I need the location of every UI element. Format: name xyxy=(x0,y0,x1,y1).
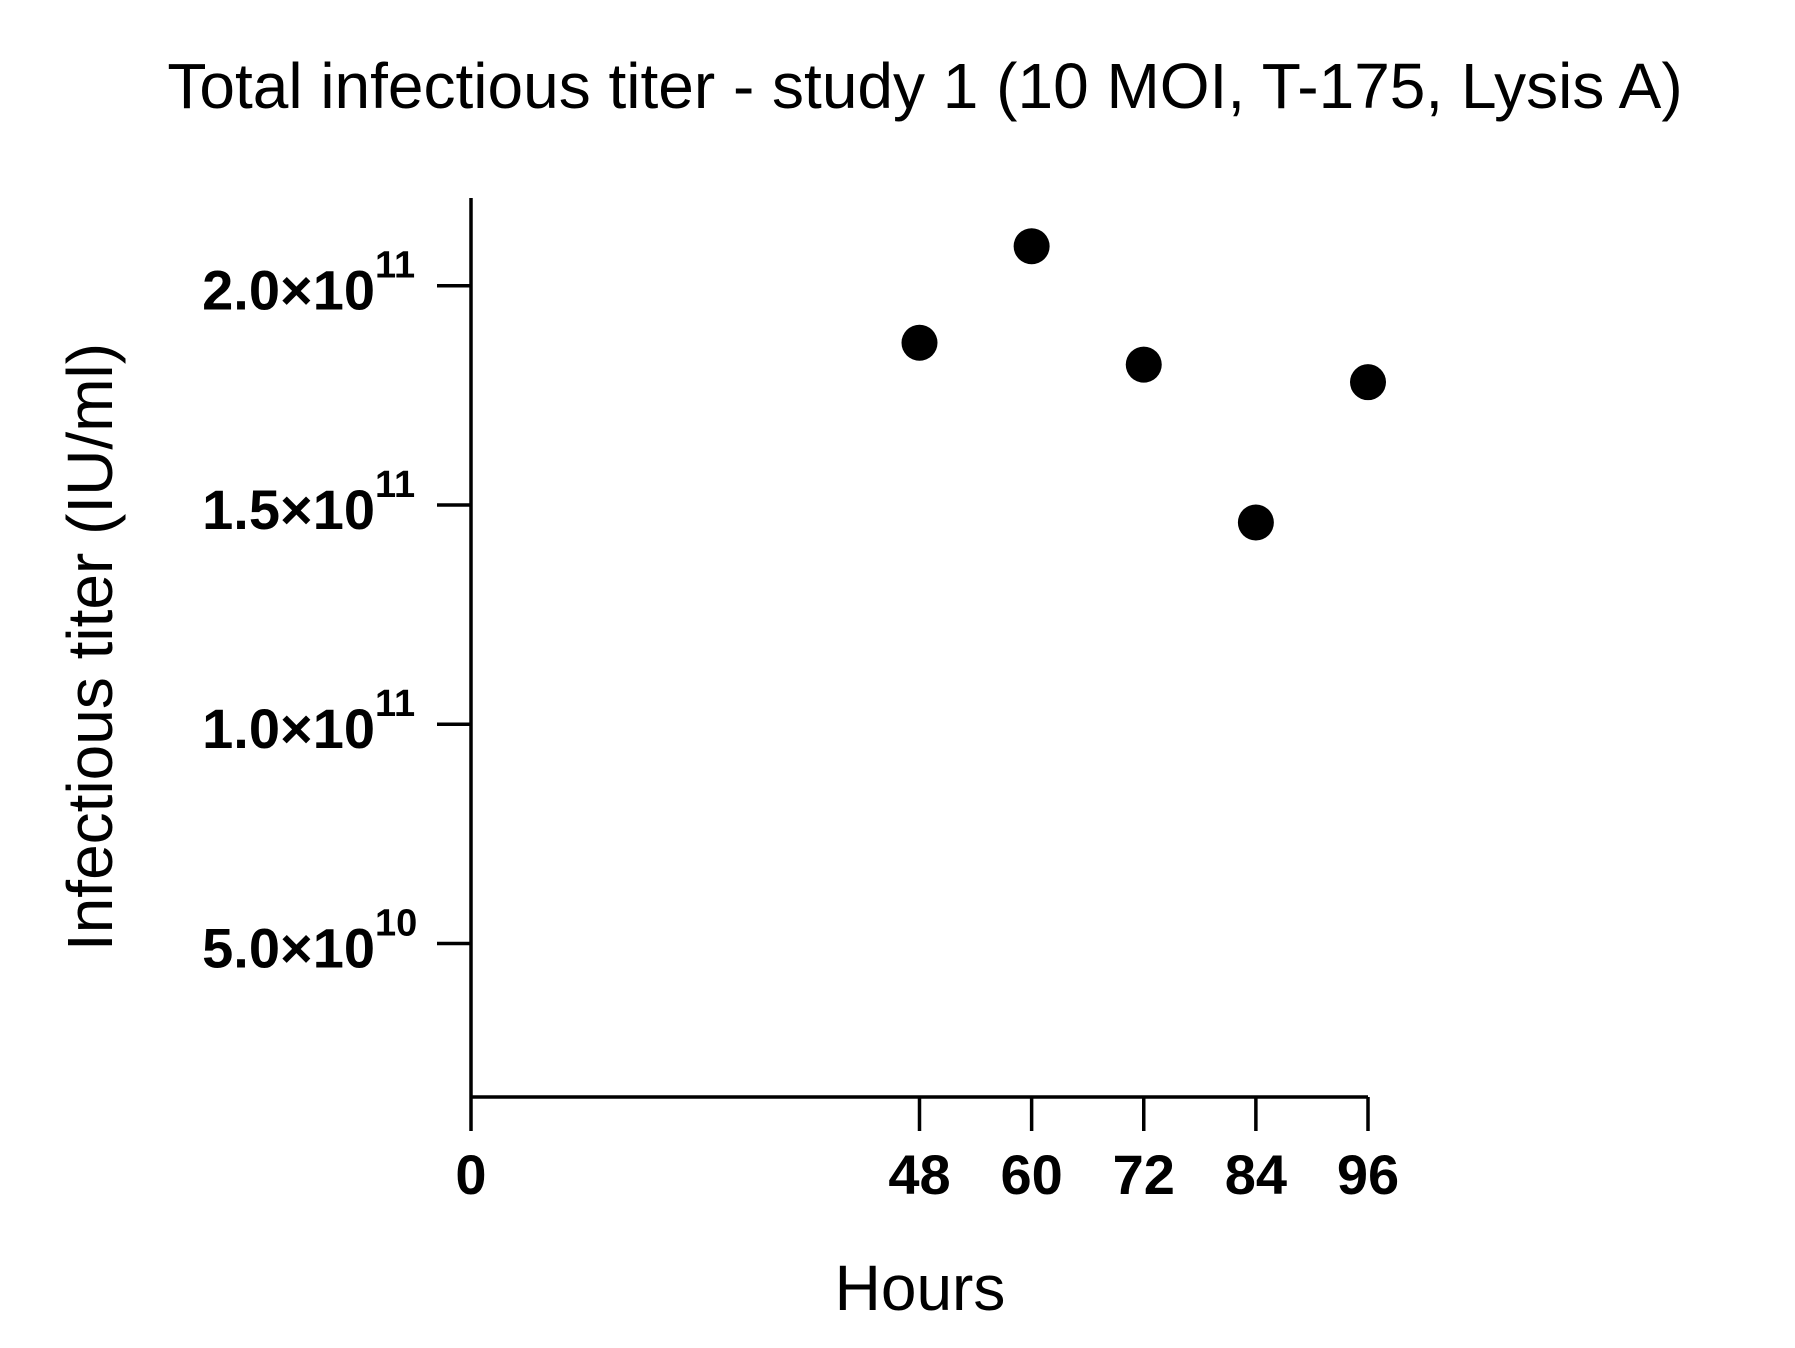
y-ticks: 5.0×10 101.0×10 111.5×10 112.0×10 11 xyxy=(202,245,471,980)
y-tick-exponent: 11 xyxy=(375,464,415,506)
data-point xyxy=(1125,346,1162,383)
x-tick-label: 84 xyxy=(1225,1143,1287,1206)
x-tick-label: 96 xyxy=(1337,1143,1399,1206)
data-point xyxy=(1350,364,1386,401)
data-point xyxy=(1013,228,1050,265)
y-tick-mantissa: 5.0×10 xyxy=(202,917,375,980)
x-tick-label: 0 xyxy=(455,1143,486,1206)
x-tick-label: 48 xyxy=(888,1143,950,1206)
y-tick-mantissa: 1.0×10 xyxy=(202,697,375,760)
data-points xyxy=(901,228,1386,541)
y-tick-label: 1.5×10 xyxy=(202,478,375,541)
x-ticks: 0 48 60 72 84 96 xyxy=(455,1097,1399,1206)
y-tick-label: 5.0×10 xyxy=(202,917,375,980)
y-tick-exponent: 10 xyxy=(375,903,417,945)
y-tick-mantissa: 2.0×10 xyxy=(202,259,375,322)
x-axis-label: Hours xyxy=(835,1252,1006,1324)
data-point xyxy=(901,324,938,361)
x-tick-label: 72 xyxy=(1113,1143,1175,1206)
y-tick-label: 1.0×10 xyxy=(202,697,375,760)
y-tick-mantissa: 1.5×10 xyxy=(202,478,375,541)
y-tick-exponent: 11 xyxy=(375,245,415,287)
y-tick-label: 2.0×10 xyxy=(202,259,375,322)
y-tick-exponent: 11 xyxy=(375,683,415,725)
data-point xyxy=(1237,504,1274,541)
y-axis-label: Infectious titer (IU/ml) xyxy=(54,343,126,951)
x-tick-label: 60 xyxy=(1000,1143,1062,1206)
chart-title: Total infectious titer - study 1 (10 MOI… xyxy=(167,50,1682,122)
